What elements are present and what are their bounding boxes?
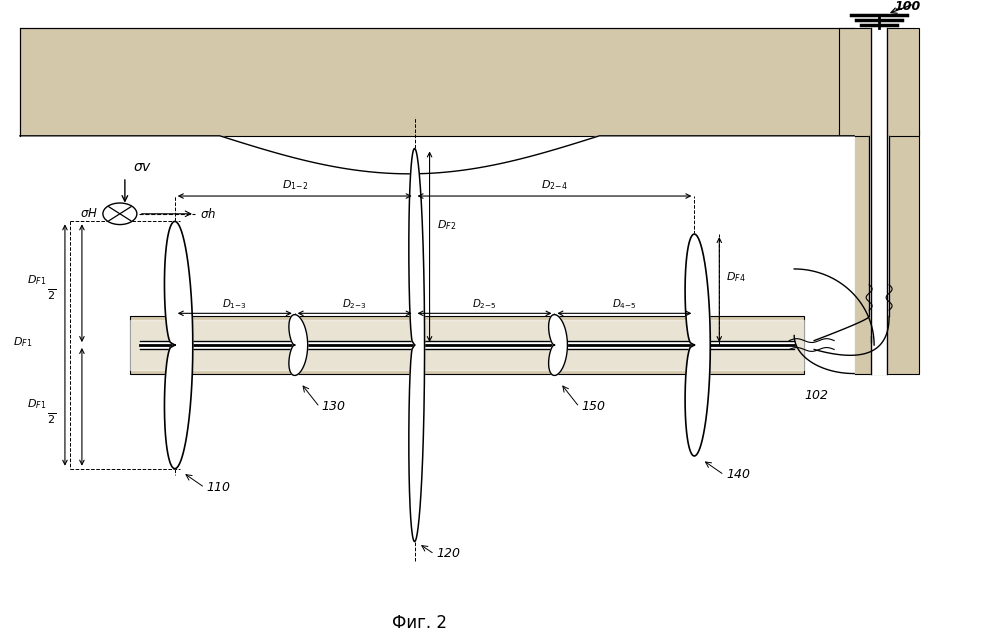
Bar [839, 28, 919, 136]
Polygon shape [165, 221, 193, 469]
Text: $D_{1\mathrm{-}2}$: $D_{1\mathrm{-}2}$ [282, 178, 308, 192]
Polygon shape [289, 314, 308, 376]
Text: $D_{2\mathrm{-}3}$: $D_{2\mathrm{-}3}$ [343, 297, 367, 311]
Text: $\sigma v$: $\sigma v$ [133, 160, 152, 174]
Text: $D_{F1}$: $D_{F1}$ [27, 273, 47, 287]
Text: 110: 110 [207, 481, 231, 494]
Text: 102: 102 [804, 389, 828, 402]
Bar [839, 129, 919, 374]
Text: $\sigma H$: $\sigma H$ [80, 207, 98, 221]
Text: Фиг. 2: Фиг. 2 [392, 613, 448, 631]
Circle shape [103, 203, 137, 224]
Text: $D_{2\mathrm{-}5}$: $D_{2\mathrm{-}5}$ [473, 297, 497, 311]
Text: $\overline{2}$: $\overline{2}$ [47, 287, 57, 302]
Text: 120: 120 [437, 547, 461, 561]
Text: 150: 150 [581, 401, 605, 413]
Text: $D_{2\mathrm{-}4}$: $D_{2\mathrm{-}4}$ [541, 178, 567, 192]
Text: $D_{F2}$: $D_{F2}$ [437, 218, 456, 231]
Text: 100: 100 [894, 0, 920, 14]
Polygon shape [409, 149, 425, 541]
Text: $\overline{2}$: $\overline{2}$ [47, 411, 57, 426]
Text: $\sigma h$: $\sigma h$ [200, 207, 216, 221]
Text: 140: 140 [726, 468, 750, 481]
Bar [130, 316, 804, 374]
Text: $D_{F4}$: $D_{F4}$ [726, 270, 746, 284]
Text: $D_{4\mathrm{-}5}$: $D_{4\mathrm{-}5}$ [612, 297, 636, 311]
Polygon shape [20, 136, 854, 643]
Text: $D_{F1}$: $D_{F1}$ [13, 335, 33, 349]
Polygon shape [548, 314, 567, 376]
Text: 130: 130 [322, 401, 346, 413]
Bar [20, 28, 854, 136]
Text: $D_{1\mathrm{-}3}$: $D_{1\mathrm{-}3}$ [223, 297, 247, 311]
Polygon shape [685, 234, 710, 456]
Text: $D_{F1}$: $D_{F1}$ [27, 397, 47, 411]
